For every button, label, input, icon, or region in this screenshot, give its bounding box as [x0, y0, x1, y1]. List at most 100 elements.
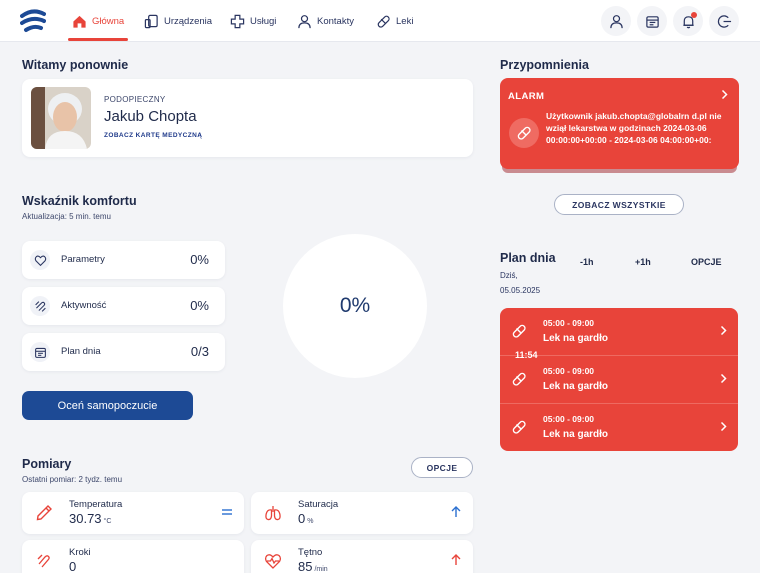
top-navigation: Główna Urządzenia Usługi Kontakty Leki	[0, 0, 760, 42]
equal-icon	[222, 509, 232, 515]
measurements-options-button[interactable]: OPCJE	[411, 457, 473, 478]
avatar-photo	[31, 87, 91, 149]
plan-item[interactable]: 05:00 - 09:00 Lek na gardło	[500, 308, 738, 355]
rate-wellbeing-button[interactable]: Oceń samopoczucie	[22, 391, 193, 420]
measurement-label: Temperatura	[69, 499, 123, 510]
measurement-label: Kroki	[69, 547, 91, 558]
nav-item-urzadzenia[interactable]: Urządzenia	[144, 0, 212, 42]
minus-hour-button[interactable]: -1h	[580, 257, 594, 267]
measurements-title: Pomiary	[22, 457, 72, 471]
plan-item-name: Lek na gardło	[543, 333, 609, 344]
measurement-label: Saturacja	[298, 499, 339, 510]
bell-icon	[682, 15, 694, 28]
measurement-pulse[interactable]: Tętno 85/min	[251, 540, 473, 573]
heart-icon	[30, 250, 50, 270]
plan-item-time: 05:00 - 09:00	[543, 318, 595, 328]
devices-icon	[144, 14, 158, 28]
comfort-row-parametry[interactable]: Parametry 0%	[22, 241, 225, 279]
patient-card: PODOPIECZNY Jakub Chopta ZOBACZ KARTĘ ME…	[22, 79, 473, 157]
patient-role: PODOPIECZNY	[104, 95, 166, 104]
comfort-updated: Aktualizacja: 5 min. temu	[22, 212, 111, 221]
measurement-value: 0%	[298, 511, 314, 526]
plan-item-time: 05:00 - 09:00	[543, 366, 595, 376]
day-plan-today: Dziś,	[500, 271, 518, 280]
comfort-row-aktywnosc[interactable]: Aktywność 0%	[22, 287, 225, 325]
logout-button[interactable]	[709, 6, 739, 36]
pill-icon	[509, 118, 539, 148]
logo-icon[interactable]	[20, 8, 46, 34]
calendar-icon	[30, 342, 50, 362]
nav-item-leki[interactable]: Leki	[376, 0, 413, 42]
alarm-card[interactable]: ALARM Użytkownik jakub.chopta@globalrn d…	[500, 78, 739, 169]
day-plan-options-button[interactable]: OPCJE	[691, 257, 722, 267]
logout-icon	[717, 14, 731, 28]
lungs-icon	[265, 506, 281, 521]
measurement-temperature[interactable]: Temperatura 30.73 °C	[22, 492, 244, 534]
calendar-button[interactable]	[637, 6, 667, 36]
comfort-row-plan-dnia[interactable]: Plan dnia 0/3	[22, 333, 225, 371]
pill-icon	[377, 15, 390, 28]
plan-item[interactable]: 05:00 - 09:00 Lek na gardło	[500, 403, 738, 450]
day-plan-list: 05:00 - 09:00 Lek na gardło 05:00 - 09:0…	[500, 308, 738, 451]
alarm-message: Użytkownik jakub.chopta@globalrn d.pl ni…	[546, 111, 722, 145]
current-time-marker: 11:54	[515, 350, 538, 360]
nav-item-uslugi[interactable]: Usługi	[230, 0, 276, 42]
measurements-last: Ostatni pomiar: 2 tydz. temu	[22, 475, 123, 484]
pill-icon	[512, 420, 526, 434]
day-plan-title: Plan dnia	[500, 251, 556, 265]
comfort-row-label: Plan dnia	[61, 346, 101, 357]
calendar-icon	[645, 15, 659, 28]
chevron-right-icon	[720, 325, 727, 336]
patient-name: Jakub Chopta	[104, 108, 197, 125]
medical-card-link[interactable]: ZOBACZ KARTĘ MEDYCZNĄ	[104, 132, 203, 139]
comfort-row-value: 0/3	[190, 344, 209, 359]
plan-item-name: Lek na gardło	[543, 381, 609, 392]
comfort-score-circle: 0%	[283, 234, 427, 378]
notifications-button[interactable]	[673, 6, 703, 36]
measurement-value: 30.73 °C	[69, 511, 112, 526]
nav-item-label: Usługi	[250, 15, 277, 27]
welcome-title: Witamy ponownie	[22, 58, 129, 72]
arrow-up-icon	[451, 554, 461, 565]
user-icon	[298, 14, 311, 28]
nav-item-kontakty[interactable]: Kontakty	[297, 0, 354, 42]
profile-icon	[609, 14, 623, 28]
measurement-value: 0	[69, 559, 77, 573]
plus-icon	[230, 14, 245, 28]
measurement-saturation[interactable]: Saturacja 0%	[251, 492, 473, 534]
steps-icon	[37, 554, 50, 568]
plan-item-time: 05:00 - 09:00	[543, 414, 595, 424]
pill-icon	[512, 372, 526, 386]
comfort-row-label: Parametry	[61, 254, 105, 265]
measurement-label: Tętno	[298, 547, 323, 558]
comfort-title: Wskaźnik komfortu	[22, 194, 137, 208]
nav-item-label: Kontakty	[317, 15, 354, 27]
home-icon	[73, 15, 86, 28]
plan-item-name: Lek na gardło	[543, 429, 609, 440]
measurement-steps[interactable]: Kroki 0	[22, 540, 244, 573]
thermometer-icon	[36, 505, 52, 521]
reminders-title: Przypomnienia	[500, 58, 589, 72]
nav-item-label: Główna	[92, 15, 125, 27]
plan-item[interactable]: 05:00 - 09:00 Lek na gardło	[500, 355, 738, 402]
chevron-right-icon	[720, 373, 727, 384]
arrow-up-icon	[451, 506, 461, 517]
plus-hour-button[interactable]: +1h	[635, 257, 651, 267]
nav-item-glowna[interactable]: Główna	[67, 0, 129, 42]
activity-icon	[30, 296, 50, 316]
measurement-value: 85/min	[298, 559, 328, 573]
chevron-right-icon	[721, 89, 728, 100]
pulse-icon	[264, 554, 282, 569]
comfort-row-value: 0%	[190, 298, 209, 313]
pill-icon	[512, 324, 526, 338]
day-plan-date: 05.05.2025	[500, 286, 541, 295]
avatar[interactable]	[31, 87, 91, 149]
profile-button[interactable]	[601, 6, 631, 36]
notification-dot	[691, 12, 697, 18]
chevron-right-icon	[720, 421, 727, 432]
see-all-reminders-button[interactable]: ZOBACZ WSZYSTKIE	[554, 194, 684, 215]
comfort-row-label: Aktywność	[61, 300, 107, 311]
nav-item-label: Urządzenia	[164, 15, 213, 27]
nav-item-label: Leki	[396, 15, 414, 27]
alarm-label: ALARM	[508, 91, 545, 102]
